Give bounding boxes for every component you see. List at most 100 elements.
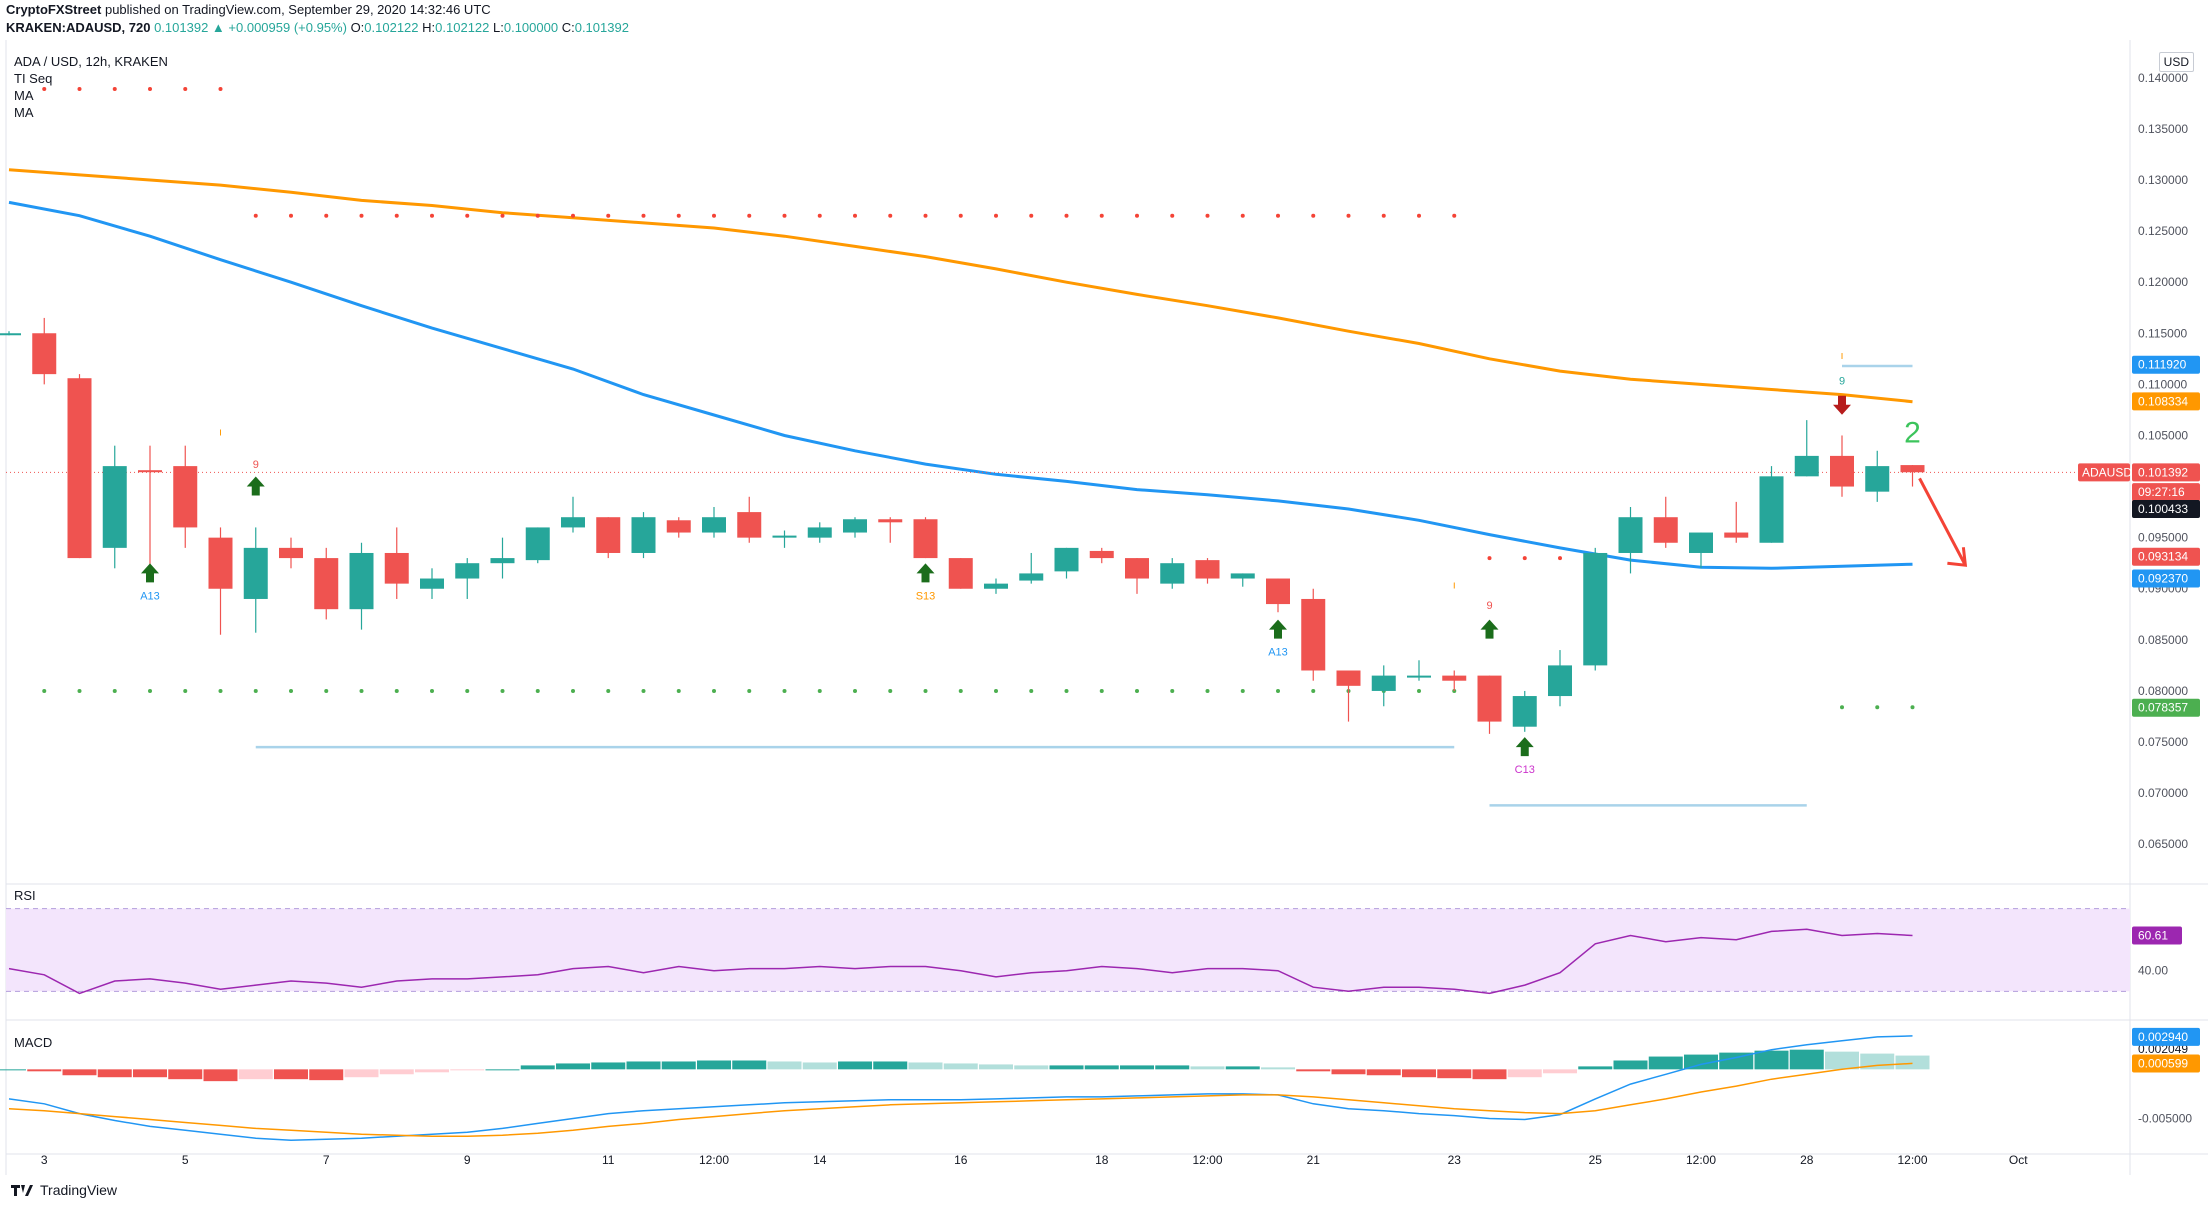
candle-body: [1618, 517, 1643, 553]
candle-body: [737, 512, 762, 538]
macd-histogram-bar: [1507, 1069, 1542, 1078]
symbol-line: KRAKEN:ADAUSD, 720: [6, 20, 155, 35]
candle-body: [0, 333, 21, 336]
close-label: C:: [558, 20, 575, 35]
symbol-label: ADAUSD: [2082, 465, 2132, 479]
x-tick-label: 12:00: [699, 1153, 729, 1167]
macd-histogram-bar: [0, 1069, 26, 1071]
price-label-bg: [2132, 463, 2200, 482]
macd-histogram-bar: [556, 1063, 590, 1070]
macd-histogram-bar: [1825, 1051, 1859, 1070]
resistance-dot: [1205, 213, 1210, 218]
resistance-dot: [1276, 213, 1280, 218]
candle-body: [1089, 550, 1114, 559]
legend-title[interactable]: ADA / USD, 12h, KRAKEN: [14, 54, 168, 69]
price-label: 0.108334: [2138, 394, 2188, 408]
macd-histogram-bar: [379, 1069, 414, 1075]
resistance-dot: [359, 213, 364, 218]
candle-body: [1830, 455, 1854, 487]
macd-histogram-bar: [203, 1069, 238, 1082]
candle-body: [843, 519, 867, 533]
resistance-dot: [606, 213, 611, 218]
legend-ti-seq[interactable]: TI Seq: [14, 71, 53, 86]
resistance-dot: [183, 87, 188, 92]
y-tick-label: 0.130000: [2138, 173, 2188, 187]
macd-histogram-bar: [1331, 1069, 1366, 1075]
y-tick-label: 0.135000: [2138, 122, 2188, 136]
support-dot: [994, 688, 998, 693]
resistance-dot: [853, 213, 857, 218]
x-tick-label: 23: [1448, 1153, 1462, 1167]
ohlc-header: KRAKEN:ADAUSD, 720 0.101392 ▲ +0.000959 …: [6, 20, 629, 35]
candle-body: [173, 466, 198, 528]
candle-body: [561, 517, 585, 528]
candle-body: [1653, 517, 1678, 543]
candle-body: [666, 520, 691, 533]
footer-brand[interactable]: TradingView: [10, 1182, 117, 1198]
price-label: 0.100433: [2138, 502, 2188, 516]
support-dot: [1240, 688, 1245, 693]
candle-body: [1019, 573, 1044, 581]
candle-body: [420, 578, 444, 589]
rsi-title: RSI: [14, 888, 36, 903]
resistance-dot: [289, 213, 293, 218]
price-label-bg: [2132, 500, 2200, 519]
y-tick-label: 0.110000: [2138, 377, 2187, 391]
macd-histogram-bar: [344, 1069, 379, 1078]
price-label: 0.101392: [2138, 465, 2188, 479]
x-tick-label: 12:00: [1897, 1153, 1927, 1167]
ma-orange-line: [8, 168, 1913, 404]
macd-histogram-bar: [1296, 1069, 1331, 1072]
resistance-dot: [1240, 213, 1245, 218]
macd-histogram-bar: [1613, 1060, 1648, 1070]
price-label: 0.092370: [2138, 572, 2188, 586]
macd-histogram-bar: [309, 1069, 344, 1081]
x-tick-label: Oct: [2009, 1153, 2028, 1167]
resistance-dot: [1064, 213, 1069, 218]
high-label: H:: [418, 20, 436, 35]
tradingview-logo-icon: [10, 1183, 34, 1197]
macd-histogram-bar: [1684, 1054, 1718, 1070]
price-label-bg: [2132, 547, 2200, 566]
support-dot: [571, 688, 575, 693]
legend-ma-2[interactable]: MA: [14, 105, 34, 120]
candle-body: [1195, 560, 1220, 579]
buy-arrow-icon: [1480, 619, 1499, 639]
macd-tick-label: -0.005000: [2138, 1112, 2192, 1126]
sequential-mark: ı: [1840, 350, 1843, 362]
price-label: 0.111920: [2138, 358, 2187, 372]
candle-body: [455, 563, 480, 579]
support-dot: [888, 688, 893, 693]
candle-body: [948, 558, 973, 589]
currency-button[interactable]: USD: [2158, 52, 2194, 72]
support-dot: [77, 688, 82, 693]
support-dot: [1099, 688, 1104, 693]
macd-histogram-bar: [767, 1061, 802, 1070]
resistance-dot: [676, 213, 681, 218]
resistance-dot: [1135, 213, 1139, 218]
y-tick-label: 0.095000: [2138, 531, 2188, 545]
rsi-tick-label: 40.00: [2138, 964, 2168, 978]
support-dot: [218, 688, 223, 693]
signal-line: [8, 1062, 1913, 1137]
legend-ma-1[interactable]: MA: [14, 88, 34, 103]
macd-histogram-bar: [1084, 1065, 1119, 1070]
macd-value-label: 0.000599: [2138, 1056, 2188, 1070]
y-tick-label: 0.070000: [2138, 786, 2188, 800]
y-tick-label: 0.125000: [2138, 224, 2188, 238]
sell-arrow-icon: [1833, 395, 1851, 415]
resistance-dot: [1346, 213, 1351, 218]
macd-histogram-bar: [873, 1061, 908, 1070]
macd-histogram-bar: [1261, 1067, 1295, 1070]
resistance-dot: [430, 213, 434, 218]
support-dot: [1875, 705, 1880, 710]
price-label-bg: [2132, 392, 2200, 411]
support-dot: [324, 688, 329, 693]
tradingview-label: TradingView: [40, 1182, 118, 1198]
resistance-dot: [500, 213, 505, 218]
candle-body: [1900, 465, 1925, 473]
macd-histogram-bar: [274, 1069, 308, 1080]
support-dot: [676, 688, 681, 693]
x-tick-label: 11: [602, 1153, 615, 1167]
